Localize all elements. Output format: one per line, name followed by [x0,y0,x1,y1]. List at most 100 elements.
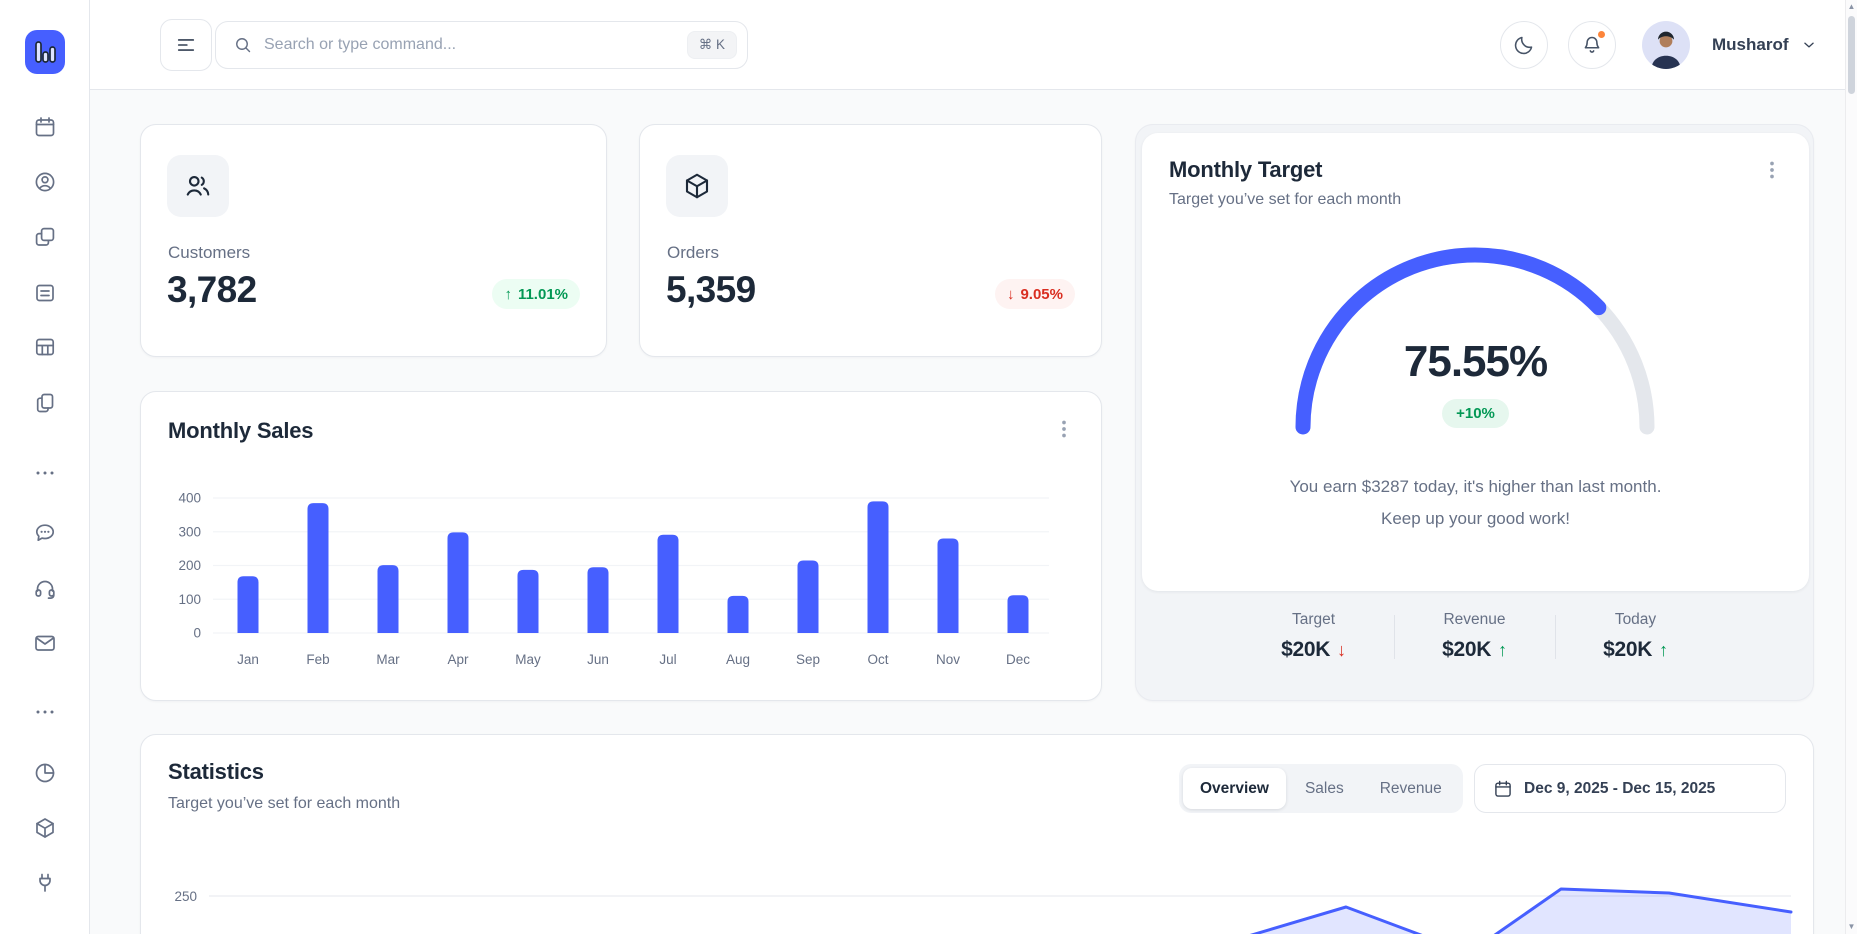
notifications-button[interactable] [1568,21,1616,69]
monthly-sales-bar-chart: 400 300 200 100 0 Jan Feb Mar Apr May Jun Jul Aug Sep… [178,491,1049,667]
target-stat-target: Target $20K ↓ [1234,611,1394,662]
footer-divider [1554,614,1556,659]
group-icon [183,171,213,201]
x-axis-label: Nov [936,652,960,667]
sidebar-item-mail-icon[interactable] [33,631,57,655]
x-axis-label: Aug [726,652,750,667]
bar-Jun[interactable] [587,567,609,633]
dark-mode-toggle-button[interactable] [1500,21,1548,69]
bar-May[interactable] [517,569,539,633]
bar-Dec[interactable] [1007,595,1029,633]
search-icon [233,35,253,55]
area-line [1249,887,1793,934]
tab-sales[interactable]: Sales [1288,768,1361,809]
statistics-subtitle: Target you’ve set for each month [168,795,401,812]
user-avatar[interactable] [1642,21,1690,69]
chevron-down-icon [1800,36,1818,54]
trend-arrow-icon: ↑ [1498,639,1507,660]
kebab-menu-icon[interactable] [1051,416,1077,442]
app-logo[interactable] [25,30,65,74]
user-menu[interactable]: Musharof [1712,0,1818,90]
menu-icon [175,34,197,56]
sidebar-item-dots-horizontal-icon[interactable] [33,700,57,724]
user-name: Musharof [1712,35,1789,54]
main-content: Customers 3,782 ↑ 11.01% Orders 5,359 ↓ … [90,90,1845,934]
sidebar-item-table-icon[interactable] [33,335,57,359]
statistics-area-chart: 250 [174,887,1793,934]
sidebar-item-headset-icon[interactable] [33,577,57,601]
x-axis-label: Apr [447,652,469,667]
calendar-icon [1493,779,1513,799]
metric-value: 3,782 [167,269,257,310]
sidebar [0,0,90,934]
sidebar-item-user-circle-icon[interactable] [33,170,57,194]
statistics-tabs: Overview Sales Revenue [1179,764,1463,813]
search-shortcut-badge: ⌘ K [686,31,737,59]
sidebar-item-list-icon[interactable] [33,281,57,305]
sidebar-item-calendar-icon[interactable] [33,115,57,139]
metric-delta: 11.01% [517,285,568,303]
x-axis-label: Jul [659,652,676,667]
bar-Apr[interactable] [447,532,469,633]
trend-arrow-icon: ↓ [1337,639,1346,660]
page-scrollbar[interactable]: ▲ ▼ [1845,0,1857,934]
y-axis-label: 100 [178,592,201,607]
metric-label: Orders [667,243,719,262]
monthly-target-subtitle: Target you’ve set for each month [1169,191,1402,208]
sidebar-item-cube-icon[interactable] [33,816,57,840]
y-axis-label: 0 [193,626,201,641]
search-bar[interactable]: ⌘ K [215,21,748,69]
bar-Feb[interactable] [307,503,329,633]
sidebar-item-copy-icon[interactable] [33,225,57,249]
metric-value: 5,359 [666,269,756,310]
bar-Jan[interactable] [237,576,259,633]
scrollbar-up-arrow-icon[interactable]: ▲ [1847,2,1856,11]
moon-icon [1513,34,1535,56]
x-axis-label: May [515,652,541,667]
stat-label: Today [1614,611,1657,628]
tab-overview[interactable]: Overview [1183,768,1286,809]
stat-label: Revenue [1443,611,1506,628]
orders-icon-box [666,155,728,217]
stat-label: Target [1291,611,1336,628]
scrollbar-down-arrow-icon[interactable]: ▼ [1847,922,1856,931]
bar-Mar[interactable] [377,565,399,633]
bar-Nov[interactable] [937,538,959,634]
logo-bars-icon [25,30,65,74]
scrollbar-thumb[interactable] [1848,16,1855,94]
x-axis-label: Oct [867,652,888,667]
bell-icon [1581,34,1603,56]
customers-card: Customers 3,782 ↑ 11.01% [140,124,607,357]
notification-unread-dot [1596,29,1607,40]
bar-Jul[interactable] [657,534,679,633]
sidebar-item-dots-horizontal-icon[interactable] [33,461,57,485]
y-axis-label: 400 [178,491,201,506]
sidebar-item-plug-icon[interactable] [33,871,57,895]
metric-delta: 9.05% [1020,285,1063,303]
sidebar-toggle-button[interactable] [160,19,212,71]
date-range-label: Dec 9, 2025 - Dec 15, 2025 [1524,779,1716,797]
footer-divider [1393,614,1395,659]
search-input[interactable] [264,36,676,54]
area-fill [1255,889,1791,934]
sidebar-item-pie-chart-icon[interactable] [33,761,57,785]
target-stat-today: Today $20K ↑ [1556,611,1716,662]
bar-Sep[interactable] [797,560,819,633]
tab-revenue[interactable]: Revenue [1363,768,1459,809]
date-range-picker-button[interactable]: Dec 9, 2025 - Dec 15, 2025 [1474,764,1786,813]
monthly-target-panel: Monthly Target Target you’ve set for eac… [1142,133,1809,591]
kebab-menu-icon[interactable] [1759,157,1785,183]
sidebar-item-chat-icon[interactable] [33,521,57,545]
metric-delta-badge: ↑ 11.01% [492,279,580,309]
target-message: You earn $3287 today, it's higher than l… [1289,477,1662,528]
sidebar-item-pages-icon[interactable] [33,391,57,415]
bar-Oct[interactable] [867,501,889,633]
target-footer-stats: Target $20K ↓ Revenue $20K ↑ Today $20K ↑ [1136,611,1813,662]
gauge-delta-badge: +10% [1142,399,1809,428]
orders-card: Orders 5,359 ↓ 9.05% [639,124,1102,357]
stat-value: $20K ↑ [1603,638,1668,661]
y-axis-label: 200 [178,558,201,573]
bar-Aug[interactable] [727,595,749,633]
y-axis-label: 250 [174,889,197,904]
top-header: ⌘ K Musharof [90,0,1845,90]
